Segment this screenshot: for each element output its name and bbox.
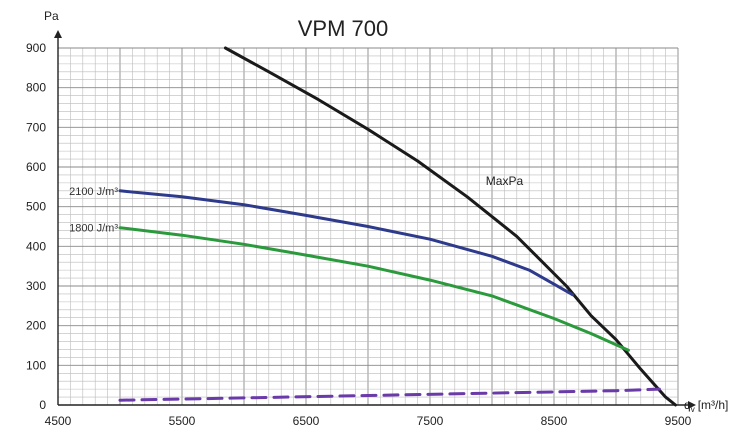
annotation-1: 2100 J/m³ <box>69 186 118 198</box>
chart-title: VPM 700 <box>298 16 389 41</box>
annotations: MaxPa 2100 J/m³ 1800 J/m³ <box>69 174 523 235</box>
y-tick-label: 400 <box>26 239 46 253</box>
series-line-3 <box>118 387 661 402</box>
y-tick-label: 500 <box>26 200 46 214</box>
series-line-2 <box>118 226 630 352</box>
series-line-1 <box>118 189 575 297</box>
series <box>118 46 677 407</box>
y-tick-label: 0 <box>39 398 46 412</box>
y-tick-label: 700 <box>26 120 46 134</box>
annotation-0: MaxPa <box>486 174 524 188</box>
x-axis-label-main: q <box>684 398 691 412</box>
y-axis-label: Pa <box>44 9 59 23</box>
x-tick-label: 6500 <box>293 414 320 428</box>
y-axis-arrow <box>54 30 62 38</box>
x-axis-label-sub: v <box>691 405 695 414</box>
x-tick-label: 8500 <box>541 414 568 428</box>
x-axis-label-unit: [m³/h] <box>698 398 729 412</box>
y-tick-label: 900 <box>26 41 46 55</box>
tick-labels: 4500 5500 6500 7500 8500 9500 0 100 200 300 400 500… <box>26 41 692 428</box>
x-tick-label: 4500 <box>45 414 72 428</box>
grid <box>57 47 679 406</box>
y-tick-label: 200 <box>26 319 46 333</box>
x-axis-arrow <box>688 401 696 409</box>
x-axis-label: qv [m³/h] <box>684 398 728 414</box>
y-tick-label: 300 <box>26 279 46 293</box>
y-tick-label: 100 <box>26 358 46 372</box>
annotation-2: 1800 J/m³ <box>69 223 118 235</box>
x-tick-label: 9500 <box>665 414 692 428</box>
series-line-0 <box>223 46 677 407</box>
x-tick-label: 7500 <box>417 414 444 428</box>
y-tick-label: 800 <box>26 81 46 95</box>
axes <box>54 30 696 409</box>
y-tick-label: 600 <box>26 160 46 174</box>
x-tick-label: 5500 <box>169 414 196 428</box>
